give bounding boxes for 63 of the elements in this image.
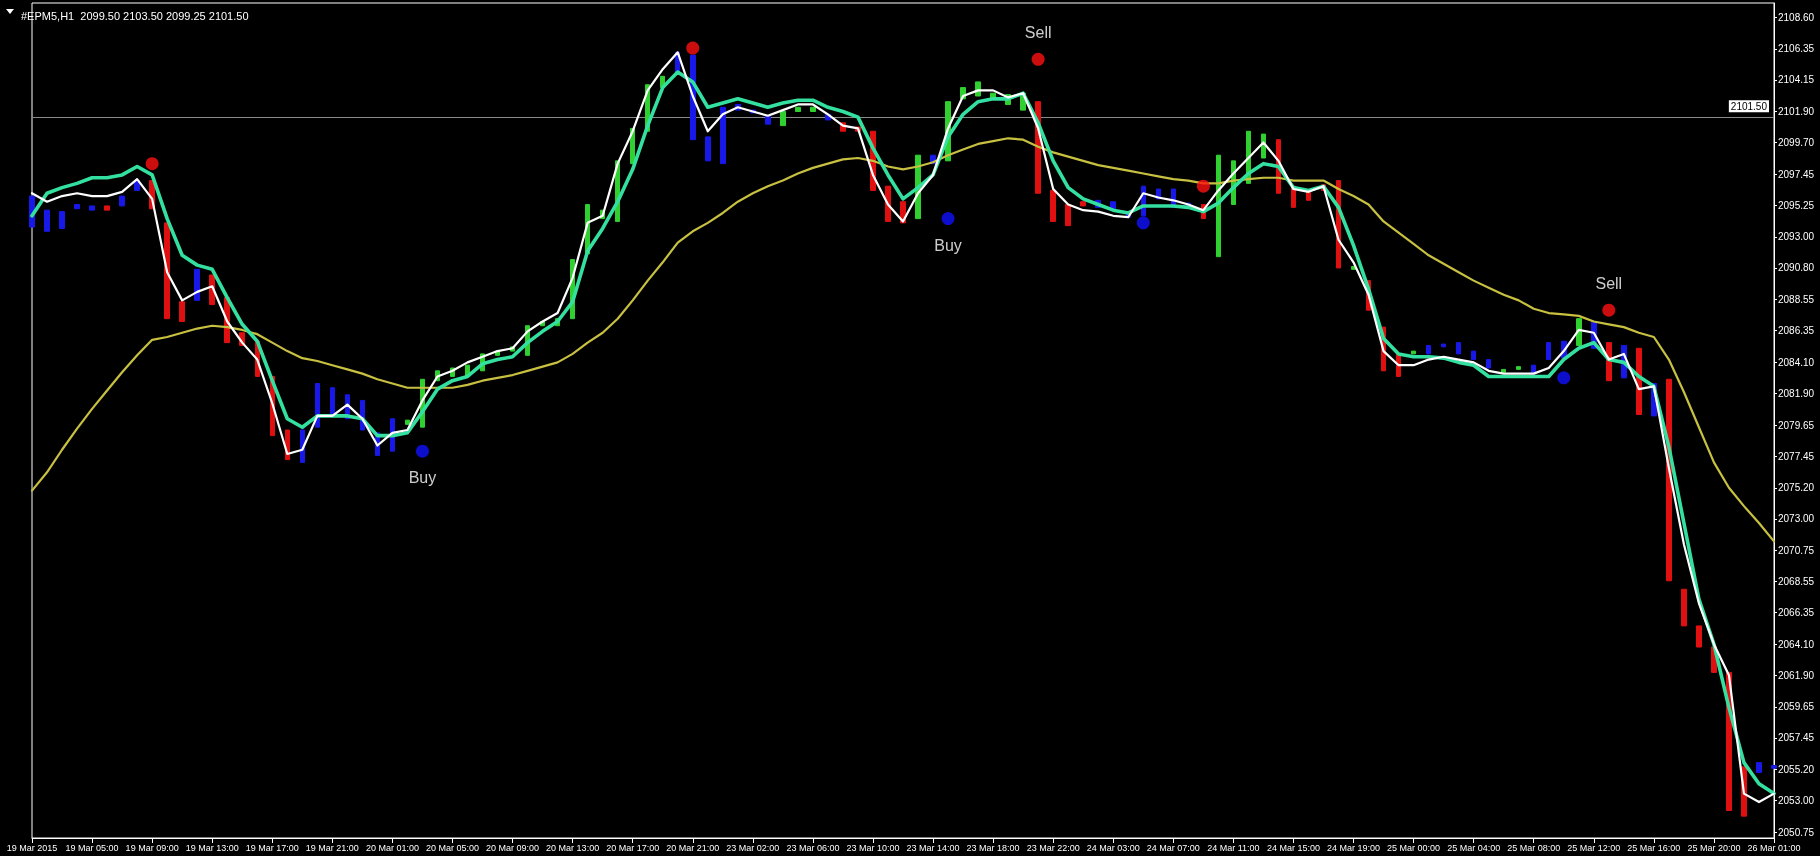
x-tick-label: 26 Mar 01:00	[1747, 842, 1801, 853]
x-tick-label: 24 Mar 15:00	[1266, 842, 1320, 853]
x-tick-label: 20 Mar 05:00	[425, 842, 480, 853]
y-tick-label: 2061.90	[1778, 669, 1815, 681]
x-tick-label: 25 Mar 00:00	[1387, 842, 1441, 853]
y-tick-label: 2093.00	[1778, 231, 1815, 243]
y-tick-label: 2070.75	[1778, 545, 1815, 557]
x-tick-label: 24 Mar 11:00	[1207, 842, 1260, 853]
y-tick-label: 2099.70	[1778, 137, 1815, 149]
x-tick-label: 19 Mar 21:00	[305, 842, 359, 853]
y-tick-label: 2084.10	[1778, 356, 1815, 368]
x-tick-label: 23 Mar 02:00	[726, 842, 780, 853]
x-tick-label: 24 Mar 07:00	[1146, 842, 1200, 853]
ref-line-label: 2101.50	[1730, 100, 1768, 112]
x-tick-label: 19 Mar 09:00	[125, 842, 179, 853]
x-tick-label: 23 Mar 14:00	[906, 842, 960, 853]
y-tick-label: 2066.35	[1778, 607, 1815, 619]
y-tick-label: 2075.20	[1778, 482, 1815, 494]
x-tick-label: 20 Mar 17:00	[606, 842, 660, 853]
y-tick-label: 2053.00	[1778, 795, 1815, 807]
y-tick-label: 2050.75	[1778, 826, 1815, 838]
x-tick-label: 23 Mar 18:00	[966, 842, 1020, 853]
y-tick-label: 2101.90	[1778, 106, 1815, 118]
y-tick-label: 2059.65	[1778, 701, 1815, 713]
x-tick-label: 25 Mar 20:00	[1687, 842, 1741, 853]
x-tick-label: 25 Mar 08:00	[1507, 842, 1561, 853]
x-tick-label: 19 Mar 17:00	[245, 842, 299, 853]
x-tick-label: 19 Mar 05:00	[65, 842, 119, 853]
y-tick-label: 2077.45	[1778, 450, 1815, 462]
x-tick-label: 24 Mar 03:00	[1086, 842, 1140, 853]
y-tick-label: 2064.10	[1778, 638, 1815, 650]
y-tick-label: 2088.55	[1778, 294, 1815, 306]
x-tick-label: 25 Mar 16:00	[1627, 842, 1681, 853]
data-label: Buy	[408, 469, 437, 487]
data-label: Buy	[934, 236, 962, 254]
data-label: Sell	[1595, 275, 1623, 293]
y-tick-label: 2073.00	[1778, 513, 1815, 525]
y-tick-label: 2055.20	[1778, 764, 1815, 776]
y-tick-label: 2081.90	[1778, 387, 1815, 399]
x-tick-label: 23 Mar 10:00	[846, 842, 900, 853]
y-tick-label: 2095.25	[1778, 199, 1815, 211]
text: #EPM5,H1 2099.50 2103.50 2099.25 2101.50	[21, 9, 249, 22]
y-tick-label: 2090.80	[1778, 262, 1815, 274]
x-tick-label: 19 Mar 2015	[6, 842, 58, 853]
y-tick-label: 2079.65	[1778, 419, 1815, 431]
y-tick-label: 2057.45	[1778, 732, 1815, 744]
y-tick-label: 2104.15	[1778, 74, 1815, 86]
x-tick-label: 25 Mar 04:00	[1447, 842, 1501, 853]
x-tick-label: 20 Mar 09:00	[486, 842, 540, 853]
x-tick-label: 23 Mar 06:00	[786, 842, 840, 853]
x-tick-label: 19 Mar 13:00	[185, 842, 239, 853]
y-tick-label: 2108.60	[1778, 11, 1815, 23]
y-tick-label: 2068.55	[1778, 576, 1815, 588]
x-tick-label: 23 Mar 22:00	[1026, 842, 1080, 853]
x-tick-label: 24 Mar 19:00	[1326, 842, 1381, 853]
y-tick-label: 2086.35	[1778, 325, 1815, 337]
x-tick-label: 20 Mar 13:00	[546, 842, 600, 853]
x-tick-label: 20 Mar 01:00	[365, 842, 419, 853]
x-tick-label: 20 Mar 21:00	[666, 842, 720, 853]
x-tick-label: 25 Mar 12:00	[1567, 842, 1621, 853]
data-label: Sell	[1024, 24, 1052, 42]
y-tick-label: 2097.45	[1778, 168, 1815, 180]
y-tick-label: 2106.35	[1778, 43, 1815, 55]
